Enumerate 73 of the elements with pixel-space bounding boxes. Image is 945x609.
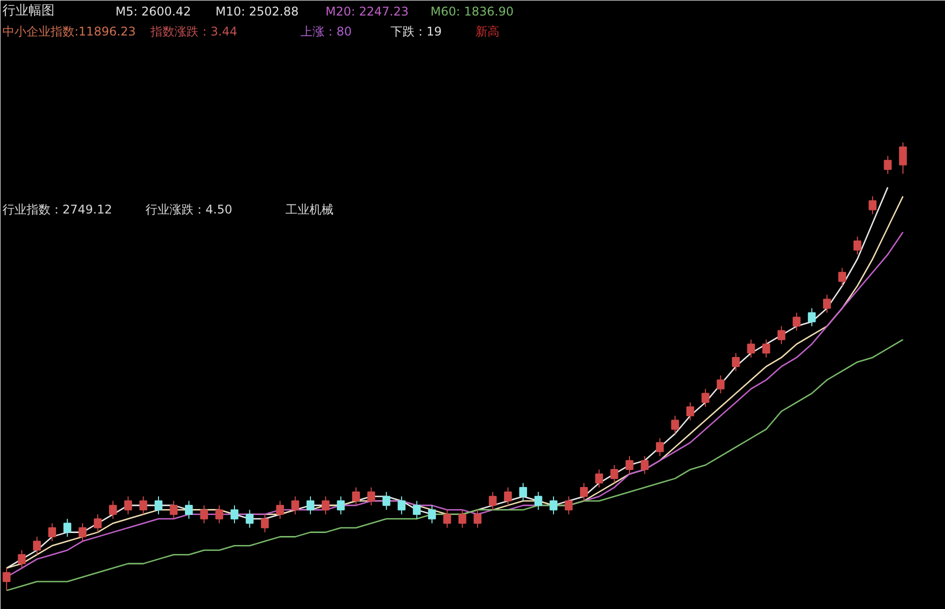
annotation: 工业机械 [286,202,334,216]
candlestick [716,374,725,394]
candlestick [352,486,360,506]
text: M60: 1836.90 [430,4,514,18]
text: 指数涨跌：3.44 [150,24,238,38]
candlestick [732,352,740,372]
candlestick [215,504,224,524]
candlestick [534,491,542,510]
candlestick [580,482,588,502]
candlestick [640,456,649,475]
candlestick [428,504,436,524]
candlestick [230,504,238,524]
candlestick [170,500,178,520]
candlestick [504,486,512,506]
text: 上涨：80 [300,24,352,38]
candlestick [671,415,679,434]
candlestick [488,491,497,510]
candlestick [124,496,132,515]
chart-title: 行业幅图 [2,4,54,18]
candlestick [853,236,862,255]
candlestick [48,522,56,542]
candlestick [184,500,193,520]
text: M5: 2600.42 [116,4,191,18]
text: 新高 [476,24,500,38]
candlestick [139,496,148,515]
annotation: 行业涨跌：4.50 [146,202,232,216]
candlestick [747,339,755,358]
candlestick [2,568,10,591]
text: M10: 2502.88 [216,4,299,18]
candlestick [550,496,558,515]
candlestick [109,500,117,520]
candlestick [610,464,618,484]
candlestick [868,196,876,215]
candlestick [306,496,314,515]
candlestick [78,522,86,542]
candlestick [398,496,406,515]
candlestick [382,491,390,510]
candlestick [778,326,786,345]
candlestick [200,504,208,524]
candlestick [154,496,162,515]
candlestick [808,308,816,327]
text: 下跌：19 [390,24,442,38]
candlestick [33,536,41,556]
candlestick [474,509,482,528]
candlestick [276,500,284,520]
candlestick [443,509,452,528]
candlestick [702,388,710,408]
candlestick [595,469,604,488]
candlestick [260,514,269,533]
text: M20: 2247.23 [326,4,409,18]
candlestick [884,155,892,174]
annotation: 行业指数：2749.12 [2,202,112,216]
candlestick [519,482,528,502]
candlestick [823,294,831,314]
candlestick [792,312,801,332]
candlestick [322,496,330,515]
candlestick [336,496,345,515]
candlestick [412,500,421,520]
candlestick [656,438,664,457]
candlestick [367,486,376,506]
candlestick [838,267,846,286]
candlestick [686,402,694,421]
candlestick [94,514,102,533]
candlestick [458,509,466,528]
candlestick [291,496,300,515]
candlestick [18,550,26,569]
candlestick [564,496,573,515]
candlestick [762,339,770,358]
candlestick [63,518,72,538]
candlestick [246,509,254,528]
candlestick [626,456,634,475]
text: 中小企业指数:11896.23 [2,24,136,38]
candlestick [899,142,907,174]
